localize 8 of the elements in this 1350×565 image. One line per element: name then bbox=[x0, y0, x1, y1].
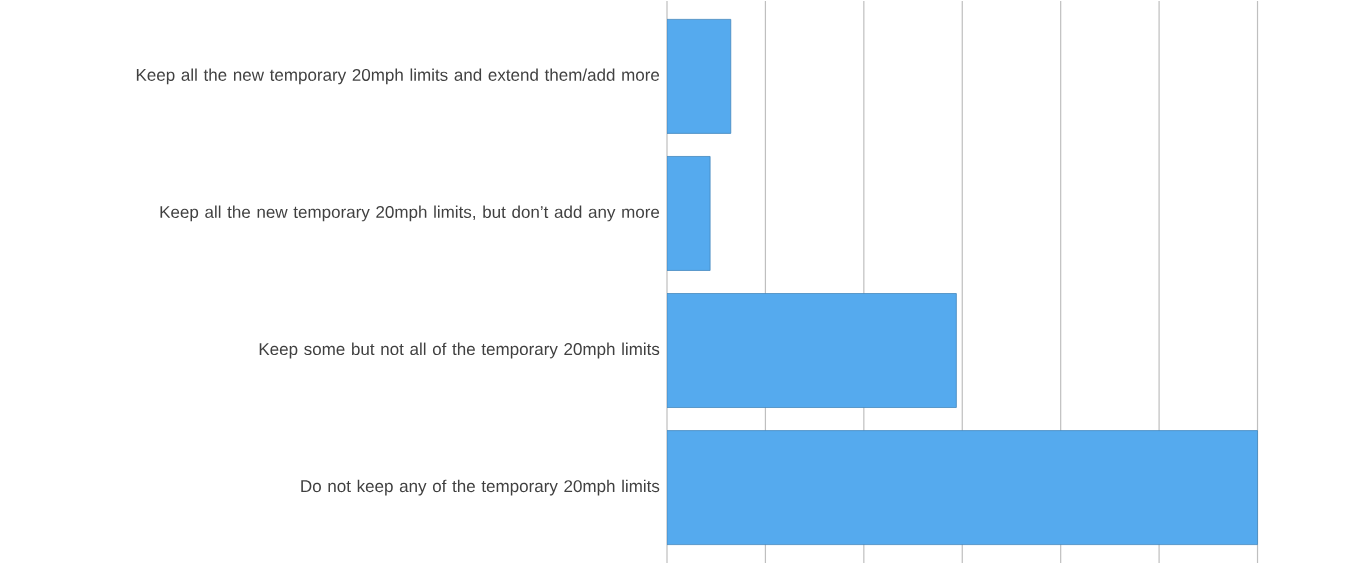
bar bbox=[667, 430, 1258, 545]
bar bbox=[667, 18, 732, 134]
bar bbox=[667, 156, 711, 271]
y-tick-label: Keep all the new temporary 20mph limits, but don’t add any more bbox=[160, 205, 660, 222]
y-tick-label: Do not keep any of the temporary 20mph limits bbox=[301, 479, 660, 496]
y-tick-label: Keep all the new temporary 20mph limits and extend them/add more bbox=[136, 68, 660, 85]
y-tick-label: Keep some but not all of the temporary 20mph limits bbox=[259, 342, 660, 359]
bar bbox=[667, 293, 957, 408]
